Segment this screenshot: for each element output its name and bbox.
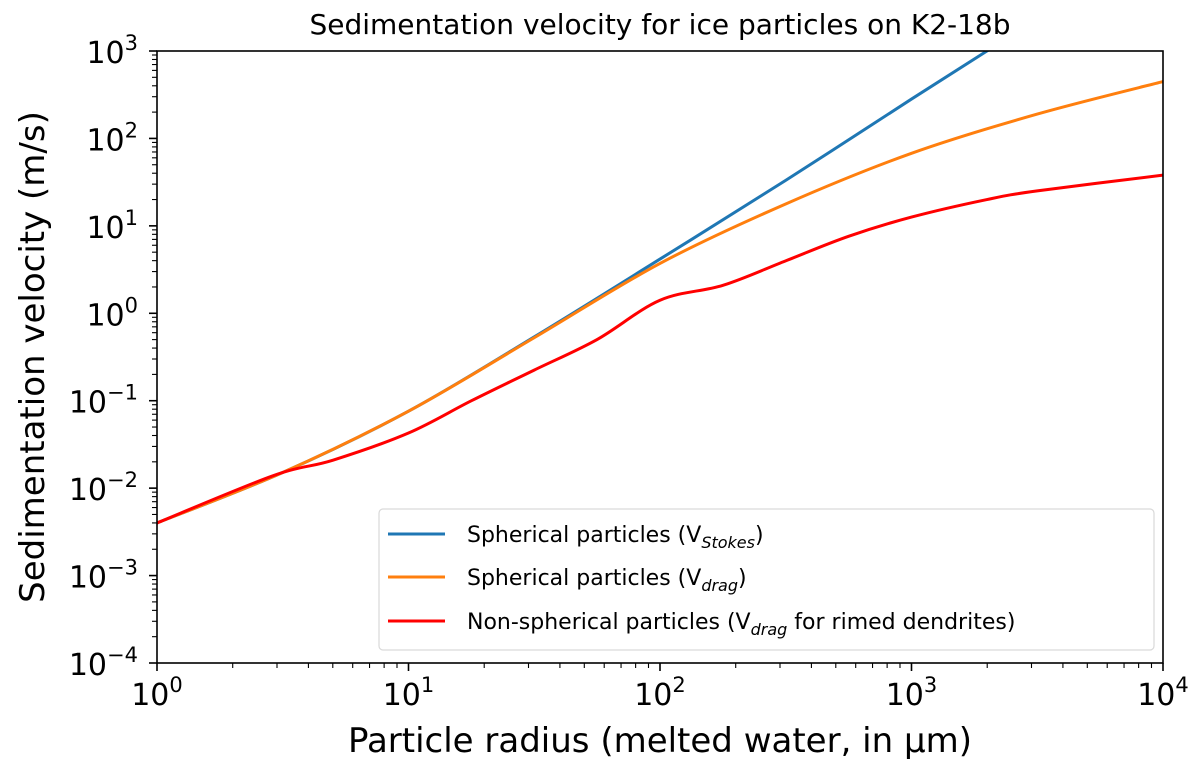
y-tick-base: 10	[69, 648, 107, 683]
y-tick-exponent: −4	[107, 643, 138, 667]
legend-label-tail: for rimed dendrites)	[787, 610, 1015, 635]
series-line-1	[157, 51, 990, 525]
x-tick-label: 103	[886, 673, 938, 713]
y-tick-label: 10−4	[69, 643, 138, 683]
x-tick-base: 10	[634, 678, 672, 713]
x-axis-label: Particle radius (melted water, in μm)	[348, 721, 972, 761]
x-tick-base: 10	[1137, 678, 1175, 713]
x-tick-label: 102	[634, 673, 686, 713]
x-tick-base: 10	[383, 678, 421, 713]
x-tick-base: 10	[131, 678, 169, 713]
x-tick-label: 104	[1137, 673, 1189, 713]
y-axis-label: Sedimentation velocity (m/s)	[13, 111, 53, 603]
y-tick-label: 101	[86, 206, 138, 246]
y-tick-base: 10	[69, 561, 107, 596]
y-tick-label: 10−3	[69, 556, 138, 596]
y-tick-base: 10	[86, 298, 124, 333]
x-tick-base: 10	[886, 678, 924, 713]
series-line-2	[157, 80, 1163, 525]
legend-box	[378, 508, 1155, 651]
y-tick-label: 10−1	[69, 381, 138, 421]
curves	[157, 51, 1163, 525]
y-tick-exponent: −2	[107, 468, 138, 492]
legend-label-tail: )	[738, 566, 747, 591]
x-tick-label: 100	[131, 673, 183, 713]
legend-label-subscript: drag	[751, 620, 788, 639]
legend-label-3: Non-spherical particles (Vdrag for rimed…	[467, 610, 1015, 639]
legend-label-main: Non-spherical particles (V	[467, 610, 751, 635]
x-tick-exponent: 0	[169, 673, 182, 697]
y-tick-exponent: 1	[125, 206, 138, 230]
y-tick-label: 103	[86, 31, 138, 71]
axis-ticks: 100 101 102 103 10410−410−310−210−1100101102…	[69, 31, 1189, 713]
legend-label-tail: )	[755, 523, 764, 548]
y-tick-exponent: −1	[107, 381, 138, 405]
x-tick-exponent: 2	[672, 673, 685, 697]
y-tick-base: 10	[86, 123, 124, 158]
x-tick-exponent: 3	[924, 673, 937, 697]
y-tick-base: 10	[69, 386, 107, 421]
legend-label-1: Spherical particles (VStokes)	[467, 523, 764, 552]
y-tick-exponent: 0	[125, 293, 138, 317]
x-tick-exponent: 4	[1175, 673, 1188, 697]
legend-label-main: Spherical particles (V	[467, 523, 701, 548]
x-tick-exponent: 1	[421, 673, 434, 697]
y-tick-label: 102	[86, 118, 138, 158]
y-tick-base: 10	[86, 36, 124, 71]
legend-label-main: Spherical particles (V	[467, 566, 701, 591]
y-tick-label: 10−2	[69, 468, 138, 508]
y-tick-base: 10	[86, 211, 124, 246]
legend-label-2: Spherical particles (Vdrag)	[467, 566, 747, 595]
y-tick-base: 10	[69, 473, 107, 508]
y-tick-label: 100	[86, 293, 138, 333]
chart-title: Sedimentation velocity for ice particles…	[309, 8, 1010, 41]
y-tick-exponent: −3	[107, 556, 138, 580]
y-tick-exponent: 3	[125, 31, 138, 55]
legend: Spherical particles (VStokes)Spherical p…	[378, 508, 1155, 651]
series-line-3	[157, 173, 1163, 525]
legend-label-subscript: Stokes	[701, 533, 755, 552]
x-tick-label: 101	[383, 673, 435, 713]
legend-label-subscript: drag	[701, 576, 738, 595]
y-tick-exponent: 2	[125, 118, 138, 142]
